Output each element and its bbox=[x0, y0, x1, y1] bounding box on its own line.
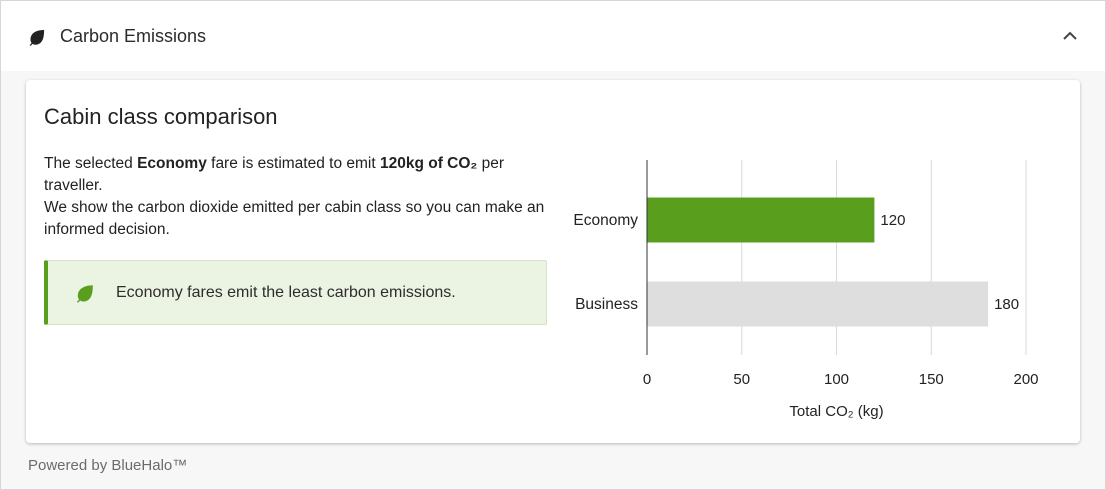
desc-text-4: We show the carbon dioxide emitted per c… bbox=[44, 199, 545, 238]
chevron-up-icon[interactable] bbox=[1059, 25, 1081, 47]
panel-title: Carbon Emissions bbox=[60, 26, 207, 46]
desc-text-2: fare is estimated to emit bbox=[206, 155, 380, 172]
bar-value-label: 120 bbox=[880, 212, 905, 229]
card-title: Cabin class comparison bbox=[44, 104, 278, 129]
emission-amount: 120kg of CO₂ bbox=[379, 155, 478, 172]
x-axis-label: Total CO₂ (kg) bbox=[789, 403, 883, 420]
x-tick-label: 150 bbox=[919, 371, 944, 388]
emission-description: The selected Economy fare is estimated t… bbox=[44, 153, 554, 241]
emissions-bar-chart: 0 50 100 150 200 120 Economy 180 Business Total C… bbox=[556, 150, 1076, 440]
bar-economy bbox=[647, 197, 875, 243]
category-label: Economy bbox=[573, 212, 638, 229]
bar-value-label: 180 bbox=[994, 296, 1019, 313]
panel-header[interactable]: Carbon Emissions bbox=[1, 1, 1105, 71]
chart-svg: 0 50 100 150 200 120 Economy 180 Business Total C… bbox=[573, 160, 1039, 420]
x-tick-label: 50 bbox=[733, 371, 750, 388]
selected-fare: Economy bbox=[137, 155, 207, 172]
leaf-icon bbox=[29, 29, 45, 46]
x-tick-label: 100 bbox=[824, 371, 849, 388]
powered-by-footer: Powered by BlueHalo™ bbox=[28, 457, 188, 474]
bar-business bbox=[647, 281, 989, 327]
category-label: Business bbox=[575, 296, 638, 313]
least-emissions-banner: Economy fares emit the least carbon emis… bbox=[44, 260, 547, 325]
desc-text-3: per traveller. bbox=[44, 155, 505, 194]
x-tick-label: 200 bbox=[1013, 371, 1038, 388]
desc-text-1: The selected bbox=[44, 155, 138, 172]
x-tick-label: 0 bbox=[643, 371, 651, 388]
cabin-comparison-card: Cabin class comparison The selected Econ… bbox=[26, 80, 1080, 443]
leaf-icon bbox=[76, 285, 93, 303]
banner-message: Economy fares emit the least carbon emis… bbox=[116, 284, 456, 301]
